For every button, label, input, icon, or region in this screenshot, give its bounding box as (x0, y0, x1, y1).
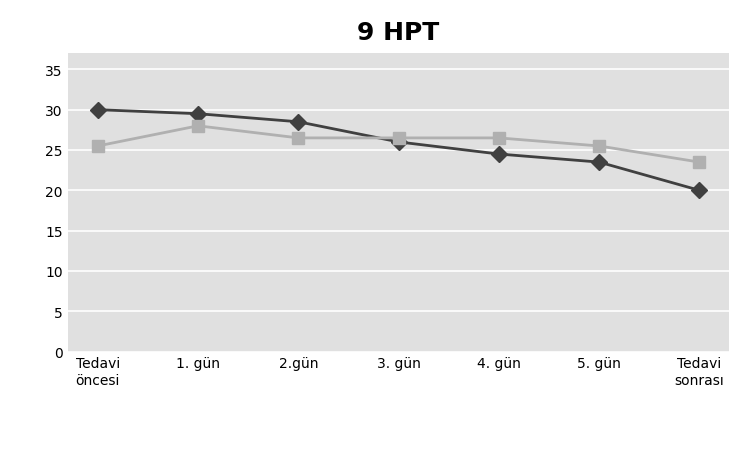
KİS (93, 108, 102, 113)
Title: 9 HPT: 9 HPT (357, 21, 440, 45)
MS (294, 136, 303, 141)
Line: KİS: KİS (92, 105, 705, 197)
KİS (394, 140, 403, 145)
KİS (294, 120, 303, 125)
MS (394, 136, 403, 141)
MS (595, 144, 604, 149)
KİS (494, 152, 503, 157)
MS (193, 124, 202, 129)
MS (494, 136, 503, 141)
MS (93, 144, 102, 149)
KİS (193, 112, 202, 117)
KİS (595, 160, 604, 166)
MS (695, 160, 704, 166)
Line: MS: MS (92, 121, 705, 168)
KİS (695, 188, 704, 193)
